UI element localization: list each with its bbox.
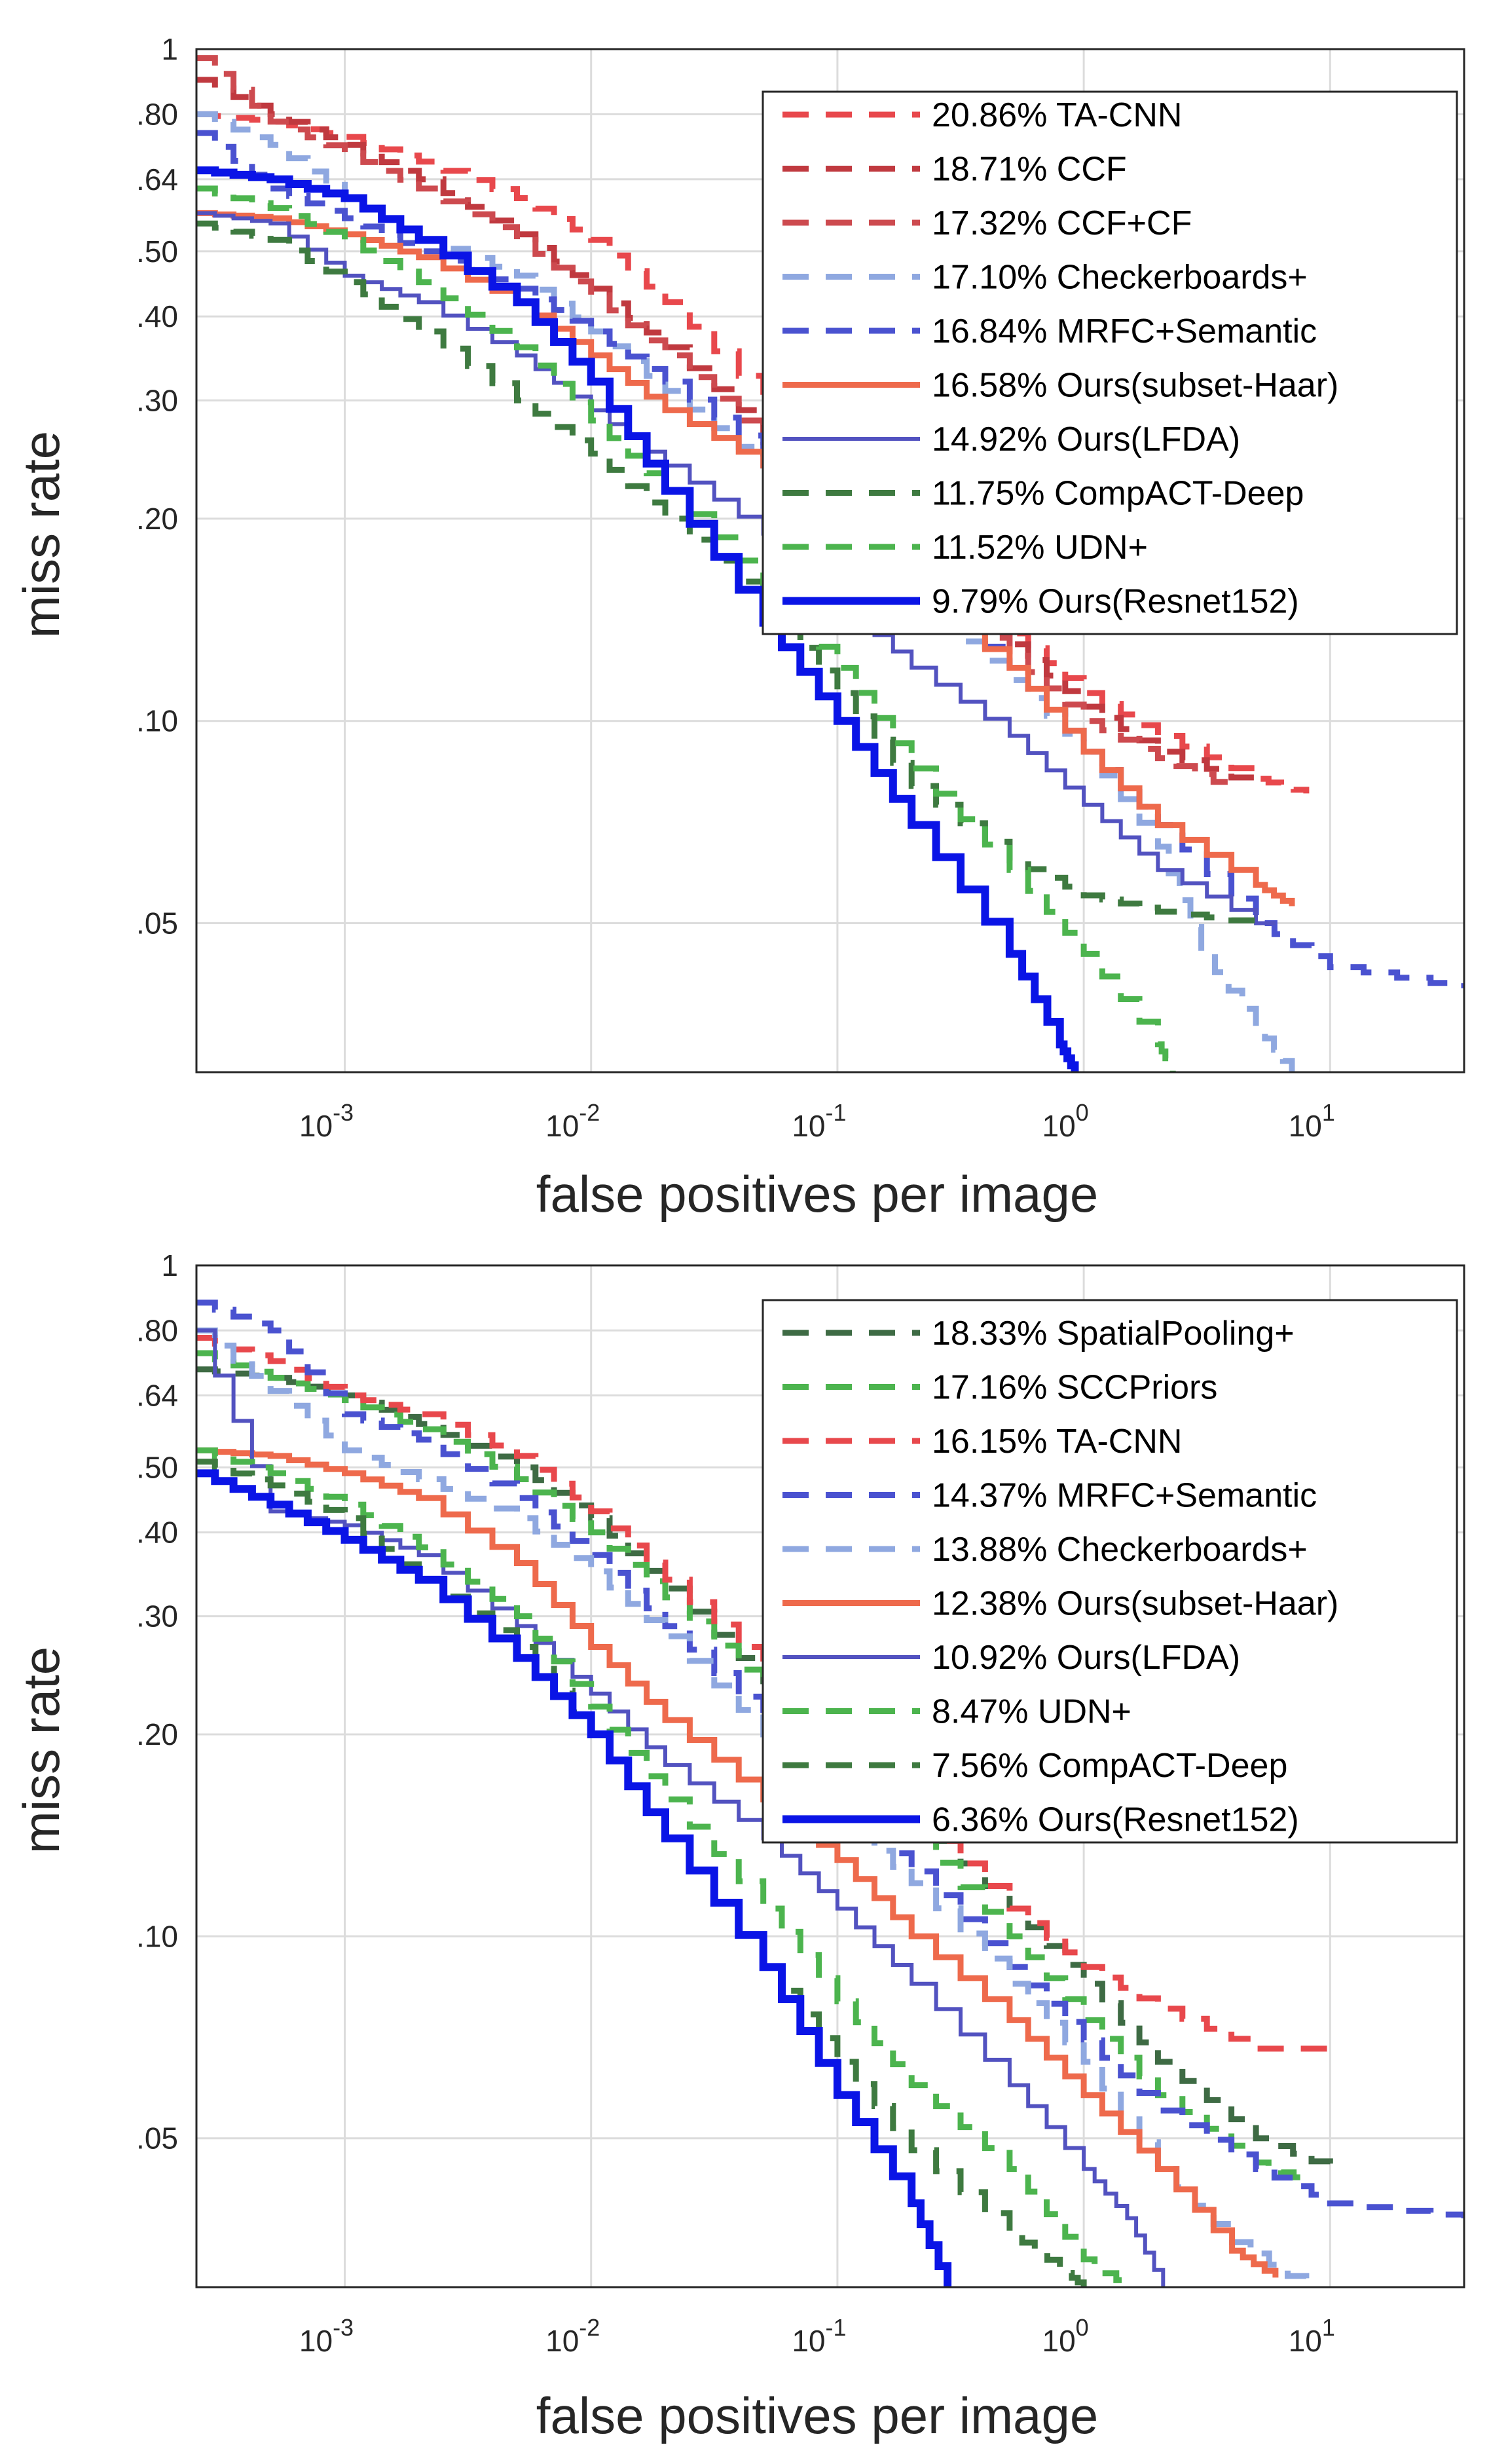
y-tick-label: .20: [136, 1717, 178, 1751]
y-tick-label: .40: [136, 299, 178, 333]
x-tick-label: 10-1: [792, 1099, 846, 1143]
x-axis-label: false positives per image: [536, 1165, 1098, 1223]
legend-entry: 17.16% SCCPriors: [932, 1369, 1217, 1407]
legend-entry: 17.32% CCF+CF: [932, 204, 1192, 242]
legend-entry: 6.36% Ours(Resnet152): [932, 1801, 1299, 1839]
y-tick-label: .80: [136, 97, 178, 131]
x-tick-label: 10-2: [545, 1099, 600, 1143]
series-line-3: [196, 55, 1236, 790]
legend-entry: 14.92% Ours(LFDA): [932, 420, 1240, 458]
legend: 18.33% SpatialPooling+ 17.16% SCCPriors 16…: [762, 1299, 1458, 1844]
legend: 20.86% TA-CNN 18.71% CCF 17.32% CCF+CF 17.1…: [762, 90, 1458, 635]
legend-entry: 16.84% MRFC+Semantic: [932, 312, 1317, 350]
plot-frame: [195, 48, 1465, 1073]
legend-entry: 18.71% CCF: [932, 151, 1127, 189]
y-tick-label: .05: [136, 906, 178, 940]
legend-entry: 10.92% Ours(LFDA): [932, 1639, 1240, 1677]
series-line-3: [196, 1335, 1331, 2052]
series-line-10: [196, 166, 1079, 1072]
legend-entry: 7.56% CompACT-Deep: [932, 1747, 1287, 1785]
series-line-8: [196, 220, 1259, 924]
x-tick-label: 10-2: [545, 2314, 600, 2358]
legend-entry: 11.52% UDN+: [932, 529, 1148, 567]
y-tick-label: .30: [136, 1599, 178, 1633]
legend-entry: 11.75% CompACT-Deep: [932, 475, 1304, 513]
chart-panel-2: 1 .80 .64 .50 .40 .30 .20 .10 .05 10-3 10-2 10-1 100…: [12, 1248, 1465, 2444]
x-tick-label: 101: [1289, 2314, 1335, 2358]
series-line-2: [196, 77, 1259, 787]
y-tick-label: .80: [136, 1313, 178, 1347]
y-tick-label: 1: [161, 32, 178, 66]
x-tick-label: 10-3: [299, 2314, 354, 2358]
y-tick-label: .10: [136, 704, 178, 738]
legend-entry: 12.38% Ours(subset-Haar): [932, 1585, 1338, 1623]
legend-entry: 17.10% Checkerboards+: [932, 259, 1308, 297]
series-line-2: [196, 1350, 1310, 2182]
legend-entry: 20.86% TA-CNN: [932, 96, 1182, 134]
y-tick-label: .50: [136, 1450, 178, 1484]
series-line-8: [196, 1447, 1130, 2287]
y-tick-label: .30: [136, 383, 178, 417]
legend-entry: 18.33% SpatialPooling+: [932, 1315, 1295, 1353]
x-axis-label: false positives per image: [536, 2387, 1098, 2444]
y-axis-label: miss rate: [12, 1647, 70, 1854]
legend-entry: 9.79% Ours(Resnet152): [932, 583, 1299, 621]
legend-entry: 16.15% TA-CNN: [932, 1423, 1182, 1461]
x-tick-label: 100: [1042, 2314, 1089, 2358]
y-tick-label: .50: [136, 234, 178, 269]
legend-entry: 13.88% Checkerboards+: [932, 1531, 1308, 1569]
chart-panel-1: 1 .80 .64 .50 .40 .30 .20 .10 .05 10-3 10-2 10-1 100…: [12, 32, 1465, 1223]
y-tick-label: .10: [136, 1919, 178, 1953]
x-tick-label: 101: [1289, 1099, 1335, 1143]
legend-entry: 16.58% Ours(subset-Haar): [932, 367, 1338, 405]
series-line-10: [196, 1469, 952, 2287]
legend-entry: 14.37% MRFC+Semantic: [932, 1477, 1317, 1515]
legend-entry: 8.47% UDN+: [932, 1693, 1131, 1731]
legend-box: [762, 1299, 1458, 1844]
plot-frame: [195, 1264, 1465, 2288]
y-axis-label: miss rate: [12, 431, 70, 638]
x-tick-label: 100: [1042, 1099, 1089, 1143]
legend-box: [762, 90, 1458, 635]
y-tick-label: .40: [136, 1516, 178, 1550]
y-tick-label: .05: [136, 2121, 178, 2156]
x-tick-label: 10-1: [792, 2314, 846, 2358]
y-tick-label: 1: [161, 1248, 178, 1282]
x-tick-label: 10-3: [299, 1099, 354, 1143]
y-tick-label: .64: [136, 1379, 178, 1413]
y-tick-label: .64: [136, 162, 178, 196]
y-tick-label: .20: [136, 502, 178, 536]
